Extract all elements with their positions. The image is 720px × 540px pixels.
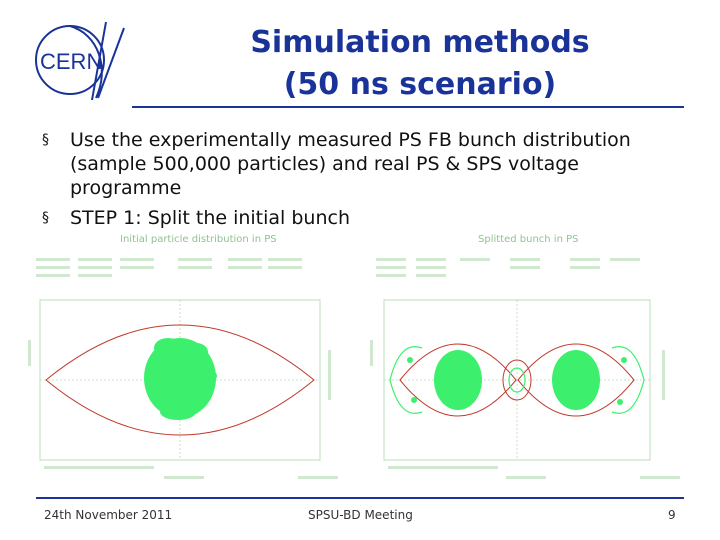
footer-rule <box>36 497 684 499</box>
particle-cloud <box>144 338 217 420</box>
particle-filaments <box>389 346 645 414</box>
footer-meeting: SPSU-BD Meeting <box>308 508 413 522</box>
separatrix <box>399 343 635 417</box>
bullet-item: § STEP 1: Split the initial bunch <box>42 206 682 230</box>
initial-distribution-plot: Initial particle distribution in PS <box>28 230 358 490</box>
plot-title-right: Splitted bunch in PS <box>478 234 578 245</box>
split-bunch-plot: Splitted bunch in PS <box>370 230 690 490</box>
cern-logo-text: CERN <box>40 49 102 74</box>
bullet-item: § Use the experimentally measured PS FB … <box>42 128 682 200</box>
page-number: 9 <box>668 508 676 522</box>
bullet-text: Use the experimentally measured PS FB bu… <box>70 129 631 199</box>
axis-labels <box>28 340 338 479</box>
axis-labels <box>370 340 680 479</box>
slide-title-line2: (50 ns scenario) <box>283 67 557 102</box>
cern-logo: CERN <box>28 14 138 104</box>
plot-header-values <box>376 258 640 277</box>
plot-header-values <box>36 258 302 277</box>
separatrix <box>45 324 315 436</box>
bullet-list: § Use the experimentally measured PS FB … <box>42 128 682 236</box>
slide-title: Simulation methods (50 ns scenario) <box>200 22 640 106</box>
plot-title-left: Initial particle distribution in PS <box>120 234 277 245</box>
footer-date: 24th November 2011 <box>44 508 173 522</box>
title-underline <box>132 106 684 108</box>
bullet-marker-icon: § <box>42 210 49 226</box>
bullet-text: STEP 1: Split the initial bunch <box>70 207 351 229</box>
slide-title-line1: Simulation methods <box>250 25 590 60</box>
particle-cloud <box>407 350 627 410</box>
bullet-marker-icon: § <box>42 132 49 148</box>
